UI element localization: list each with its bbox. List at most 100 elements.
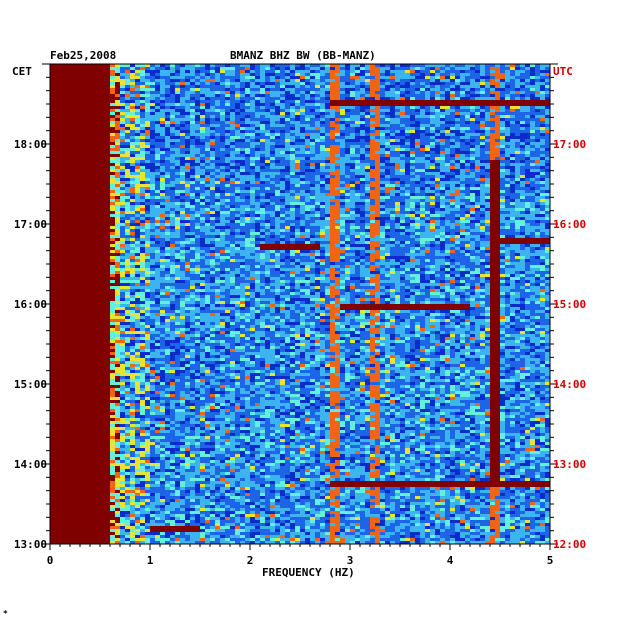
heatmap-cell (235, 166, 240, 169)
heatmap-cell (525, 172, 530, 175)
heatmap-cell (120, 70, 125, 73)
heatmap-cell (55, 100, 60, 103)
heatmap-cell (275, 166, 280, 169)
heatmap-cell (485, 97, 490, 100)
heatmap-cell (65, 184, 70, 187)
heatmap-cell (545, 157, 550, 160)
heatmap-cell (500, 85, 505, 88)
heatmap-cell (55, 208, 60, 211)
heatmap-cell (430, 64, 435, 67)
heatmap-cell (55, 148, 60, 151)
heatmap-cell (525, 100, 530, 103)
heatmap-cell (60, 139, 65, 142)
heatmap-cell (185, 169, 190, 172)
heatmap-cell (460, 151, 465, 154)
heatmap-cell (370, 208, 375, 211)
heatmap-cell (180, 157, 185, 160)
heatmap-cell (185, 94, 190, 97)
heatmap-cell (190, 103, 195, 106)
heatmap-cell (405, 118, 410, 121)
heatmap-cell (455, 106, 460, 109)
heatmap-cell (230, 193, 235, 196)
heatmap-cell (495, 193, 500, 196)
heatmap-cell (160, 205, 165, 208)
heatmap-cell (540, 88, 545, 91)
heatmap-cell (120, 76, 125, 79)
heatmap-cell (540, 136, 545, 139)
heatmap-cell (50, 178, 55, 181)
heatmap-cell (145, 76, 150, 79)
heatmap-cell (430, 97, 435, 100)
heatmap-cell (155, 208, 160, 211)
heatmap-cell (320, 115, 325, 118)
heatmap-cell (450, 121, 455, 124)
heatmap-cell (430, 73, 435, 76)
heatmap-cell (135, 112, 140, 115)
heatmap-cell (195, 199, 200, 202)
heatmap-cell (140, 88, 145, 91)
heatmap-cell (255, 76, 260, 79)
heatmap-cell (485, 184, 490, 187)
heatmap-cell (70, 148, 75, 151)
heatmap-cell (290, 151, 295, 154)
heatmap-cell (375, 184, 380, 187)
heatmap-cell (60, 94, 65, 97)
heatmap-cell (455, 142, 460, 145)
heatmap-cell (415, 178, 420, 181)
heatmap-cell (285, 109, 290, 112)
heatmap-cell (260, 166, 265, 169)
heatmap-cell (470, 184, 475, 187)
heatmap-cell (245, 100, 250, 103)
heatmap-cell (475, 103, 480, 106)
heatmap-cell (265, 88, 270, 91)
heatmap-cell (60, 154, 65, 157)
heatmap-cell (455, 205, 460, 208)
heatmap-cell (95, 118, 100, 121)
heatmap-cell (185, 208, 190, 211)
heatmap-cell (75, 154, 80, 157)
heatmap-cell (135, 109, 140, 112)
heatmap-cell (410, 148, 415, 151)
heatmap-cell (365, 181, 370, 184)
heatmap-cell (80, 127, 85, 130)
heatmap-cell (145, 67, 150, 70)
heatmap-cell (85, 85, 90, 88)
heatmap-cell (165, 151, 170, 154)
heatmap-cell (530, 112, 535, 115)
heatmap-cell (65, 196, 70, 199)
heatmap-cell (70, 151, 75, 154)
heatmap-cell (455, 193, 460, 196)
heatmap-cell (495, 166, 500, 169)
heatmap-cell (160, 109, 165, 112)
heatmap-cell (535, 184, 540, 187)
heatmap-cell (370, 106, 375, 109)
heatmap-cell (150, 124, 155, 127)
heatmap-cell (55, 178, 60, 181)
heatmap-cell (440, 172, 445, 175)
heatmap-cell (230, 94, 235, 97)
heatmap-cell (355, 115, 360, 118)
heatmap-cell (360, 196, 365, 199)
heatmap-cell (160, 172, 165, 175)
heatmap-cell (135, 172, 140, 175)
heatmap-cell (515, 184, 520, 187)
heatmap-cell (165, 70, 170, 73)
heatmap-cell (460, 127, 465, 130)
heatmap-cell (510, 130, 515, 133)
heatmap-cell (380, 82, 385, 85)
heatmap-cell (180, 187, 185, 190)
heatmap-cell (250, 97, 255, 100)
heatmap-cell (155, 85, 160, 88)
heatmap-cell (470, 148, 475, 151)
heatmap-cell (355, 148, 360, 151)
heatmap-cell (275, 211, 280, 214)
heatmap-cell (230, 184, 235, 187)
heatmap-cell (200, 157, 205, 160)
heatmap-cell (80, 166, 85, 169)
heatmap-cell (405, 166, 410, 169)
heatmap-cell (460, 124, 465, 127)
heatmap-cell (450, 118, 455, 121)
heatmap-cell (260, 100, 265, 103)
heatmap-cell (495, 190, 500, 193)
heatmap-cell (100, 154, 105, 157)
